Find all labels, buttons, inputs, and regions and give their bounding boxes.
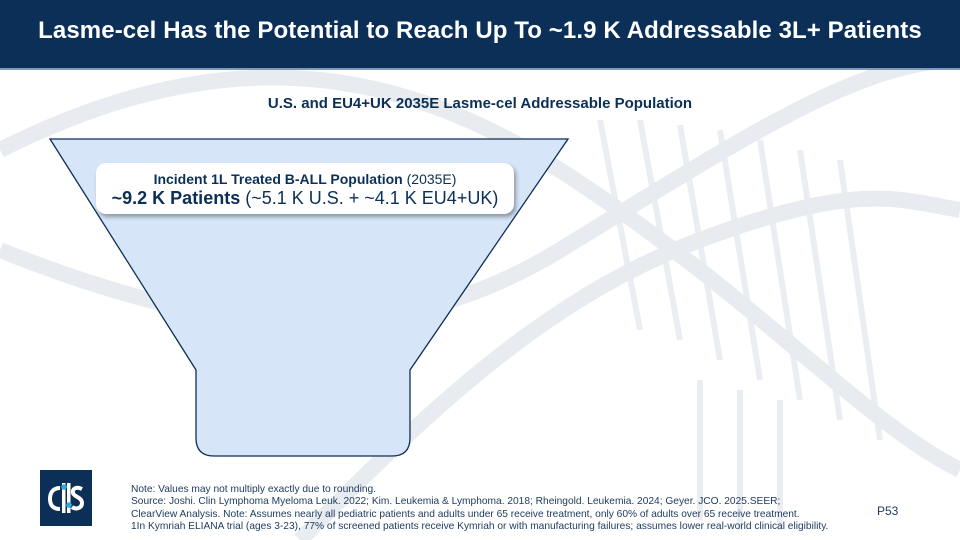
patient-breakdown: (~5.1 K U.S. + ~4.1 K EU4+UK) [240,188,499,208]
footnote-line: ClearView Analysis. Note: Assumes nearly… [131,508,800,520]
funnel-label: Incident 1L Treated B-ALL Population (20… [96,163,514,214]
footnote-line: Source: Joshi. Clin Lymphoma Myeloma Leu… [131,496,781,508]
footnote-line: 1In Kymriah ELIANA trial (ages 3-23), 77… [131,521,829,533]
slide-title: Lasme-cel Has the Potential to Reach Up … [38,17,922,44]
page-number: P53 [877,504,899,518]
patient-total: ~9.2 K Patients [111,188,241,208]
footnote-line: Note: Values may not multiply exactly du… [131,484,377,495]
population-year: (2035E) [402,171,457,187]
patient-count: ~9.2 K Patients (~5.1 K U.S. + ~4.1 K EU… [96,188,514,209]
population-label: Incident 1L Treated B-ALL Population (20… [96,171,514,187]
footnotes: Note: Values may not multiply exactly du… [131,484,871,534]
company-logo-icon [40,470,92,526]
header-bar: Lasme-cel Has the Potential to Reach Up … [0,0,960,70]
population-name: Incident 1L Treated B-ALL Population [153,171,403,187]
chart-subtitle: U.S. and EU4+UK 2035E Lasme-cel Addressa… [267,95,693,112]
